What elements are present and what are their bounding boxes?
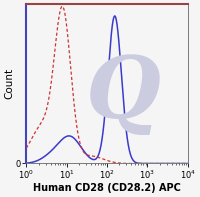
X-axis label: Human CD28 (CD28.2) APC: Human CD28 (CD28.2) APC	[33, 183, 181, 193]
Y-axis label: Count: Count	[4, 68, 14, 99]
Text: Q: Q	[86, 52, 161, 135]
